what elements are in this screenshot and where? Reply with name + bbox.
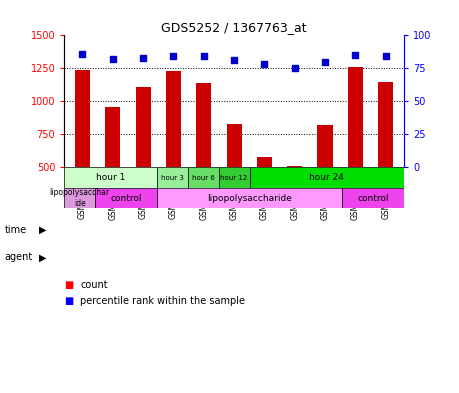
Bar (226, 124, 242, 167)
Bar (318, 125, 333, 167)
Text: control: control (357, 193, 389, 202)
Title: GDS5252 / 1367763_at: GDS5252 / 1367763_at (161, 21, 307, 34)
Bar (95, 188, 157, 208)
Bar (348, 67, 363, 167)
Text: time: time (5, 225, 27, 235)
Point (352, 52, 359, 58)
Bar (287, 166, 302, 167)
Text: hour 1: hour 1 (96, 173, 125, 182)
Text: hour 24: hour 24 (309, 173, 344, 182)
Text: agent: agent (5, 252, 33, 263)
Bar (64, 188, 95, 208)
Point (230, 57, 238, 64)
Bar (342, 188, 404, 208)
Text: count: count (80, 280, 108, 290)
Bar (257, 157, 272, 167)
Point (170, 53, 177, 60)
Bar (218, 167, 250, 188)
Bar (157, 188, 342, 208)
Point (79, 51, 86, 57)
Text: ▶: ▶ (39, 225, 46, 235)
Bar (196, 83, 211, 167)
Bar (135, 87, 151, 167)
Bar (64, 167, 157, 188)
Point (291, 65, 298, 72)
Point (140, 55, 147, 61)
Text: hour 12: hour 12 (220, 174, 248, 180)
Point (321, 59, 329, 65)
Bar (166, 71, 181, 167)
Text: ▶: ▶ (39, 252, 46, 263)
Text: control: control (110, 193, 142, 202)
Bar (75, 70, 90, 167)
Point (109, 56, 117, 62)
Point (200, 53, 207, 60)
Text: lipopolysacchar
ide: lipopolysacchar ide (50, 188, 110, 208)
Bar (105, 107, 120, 167)
Text: ■: ■ (64, 280, 73, 290)
Point (261, 61, 268, 68)
Text: percentile rank within the sample: percentile rank within the sample (80, 296, 245, 306)
Bar (188, 167, 218, 188)
Bar (378, 81, 393, 167)
Bar (157, 167, 188, 188)
Point (382, 53, 389, 60)
Text: lipopolysaccharide: lipopolysaccharide (207, 193, 292, 202)
Text: hour 3: hour 3 (161, 174, 184, 180)
Bar (250, 167, 404, 188)
Text: ■: ■ (64, 296, 73, 306)
Text: hour 6: hour 6 (192, 174, 215, 180)
